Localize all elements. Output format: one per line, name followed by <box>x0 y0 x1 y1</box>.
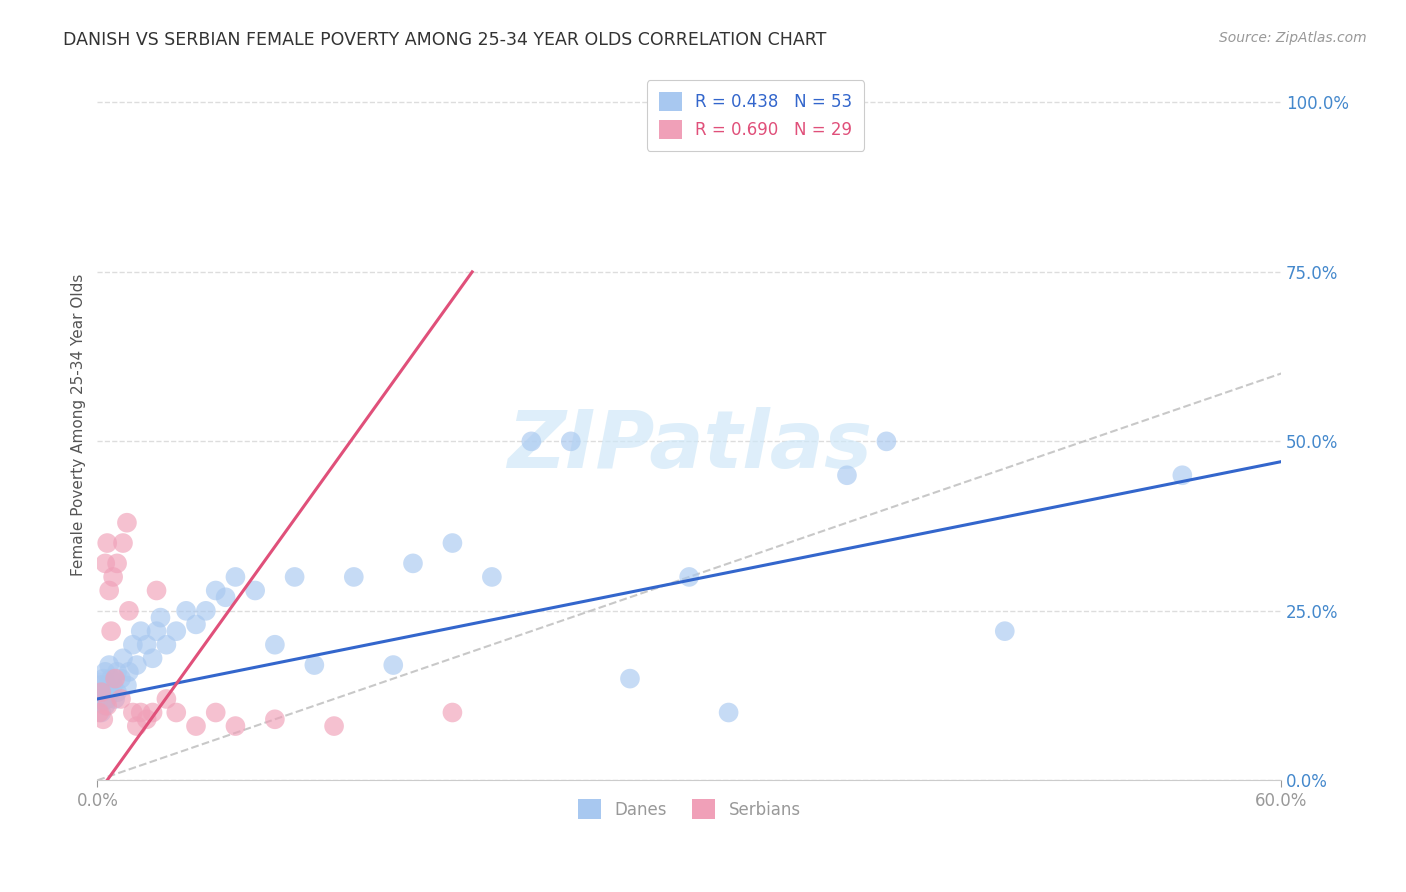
Point <box>100 672 122 686</box>
Point <box>89 706 111 720</box>
Point <box>125 658 148 673</box>
Point <box>89 685 111 699</box>
Point <box>717 706 740 720</box>
Point <box>101 678 124 692</box>
Point <box>121 638 143 652</box>
Point <box>135 638 157 652</box>
Point <box>204 583 226 598</box>
Point <box>129 624 152 639</box>
Point <box>224 570 246 584</box>
Point <box>90 685 112 699</box>
Point <box>264 638 287 652</box>
Point <box>304 658 326 673</box>
Point <box>96 678 118 692</box>
Point <box>382 658 405 673</box>
Point <box>121 706 143 720</box>
Point <box>165 624 187 639</box>
Point <box>1171 468 1194 483</box>
Point <box>125 719 148 733</box>
Point <box>441 706 464 720</box>
Point <box>96 692 118 706</box>
Point <box>155 692 177 706</box>
Point <box>402 557 425 571</box>
Point <box>105 665 128 679</box>
Point <box>135 712 157 726</box>
Point <box>184 617 207 632</box>
Point <box>214 591 236 605</box>
Point <box>149 610 172 624</box>
Point <box>115 678 138 692</box>
Point <box>118 604 141 618</box>
Point <box>94 698 117 713</box>
Point <box>204 706 226 720</box>
Point <box>142 651 165 665</box>
Point <box>94 557 117 571</box>
Point <box>441 536 464 550</box>
Point <box>323 719 346 733</box>
Point <box>110 672 132 686</box>
Point <box>111 536 134 550</box>
Point <box>184 719 207 733</box>
Point <box>118 665 141 679</box>
Point <box>129 706 152 720</box>
Point <box>105 685 128 699</box>
Point <box>89 692 111 706</box>
Point <box>94 665 117 679</box>
Point <box>110 692 132 706</box>
Point <box>145 624 167 639</box>
Point <box>98 658 121 673</box>
Point <box>105 557 128 571</box>
Point <box>91 672 114 686</box>
Text: Source: ZipAtlas.com: Source: ZipAtlas.com <box>1219 31 1367 45</box>
Point <box>194 604 217 618</box>
Point <box>835 468 858 483</box>
Point <box>111 651 134 665</box>
Y-axis label: Female Poverty Among 25-34 Year Olds: Female Poverty Among 25-34 Year Olds <box>72 273 86 575</box>
Point <box>90 678 112 692</box>
Point <box>98 685 121 699</box>
Point <box>619 672 641 686</box>
Point <box>994 624 1017 639</box>
Text: DANISH VS SERBIAN FEMALE POVERTY AMONG 25-34 YEAR OLDS CORRELATION CHART: DANISH VS SERBIAN FEMALE POVERTY AMONG 2… <box>63 31 827 49</box>
Point <box>875 434 897 449</box>
Point <box>89 685 111 699</box>
Point <box>142 706 165 720</box>
Point <box>165 706 187 720</box>
Point <box>115 516 138 530</box>
Point <box>104 692 127 706</box>
Point <box>560 434 582 449</box>
Point <box>91 712 114 726</box>
Text: ZIPatlas: ZIPatlas <box>506 407 872 484</box>
Point <box>98 583 121 598</box>
Point <box>96 698 118 713</box>
Point <box>100 624 122 639</box>
Point <box>101 570 124 584</box>
Point <box>155 638 177 652</box>
Point <box>678 570 700 584</box>
Point <box>104 672 127 686</box>
Point <box>264 712 287 726</box>
Point <box>343 570 366 584</box>
Point <box>284 570 307 584</box>
Point <box>91 685 114 699</box>
Point <box>243 583 266 598</box>
Point <box>174 604 197 618</box>
Point <box>481 570 503 584</box>
Point <box>90 706 112 720</box>
Legend: Danes, Serbians: Danes, Serbians <box>571 793 807 825</box>
Point <box>224 719 246 733</box>
Point <box>96 536 118 550</box>
Point <box>520 434 543 449</box>
Point <box>145 583 167 598</box>
